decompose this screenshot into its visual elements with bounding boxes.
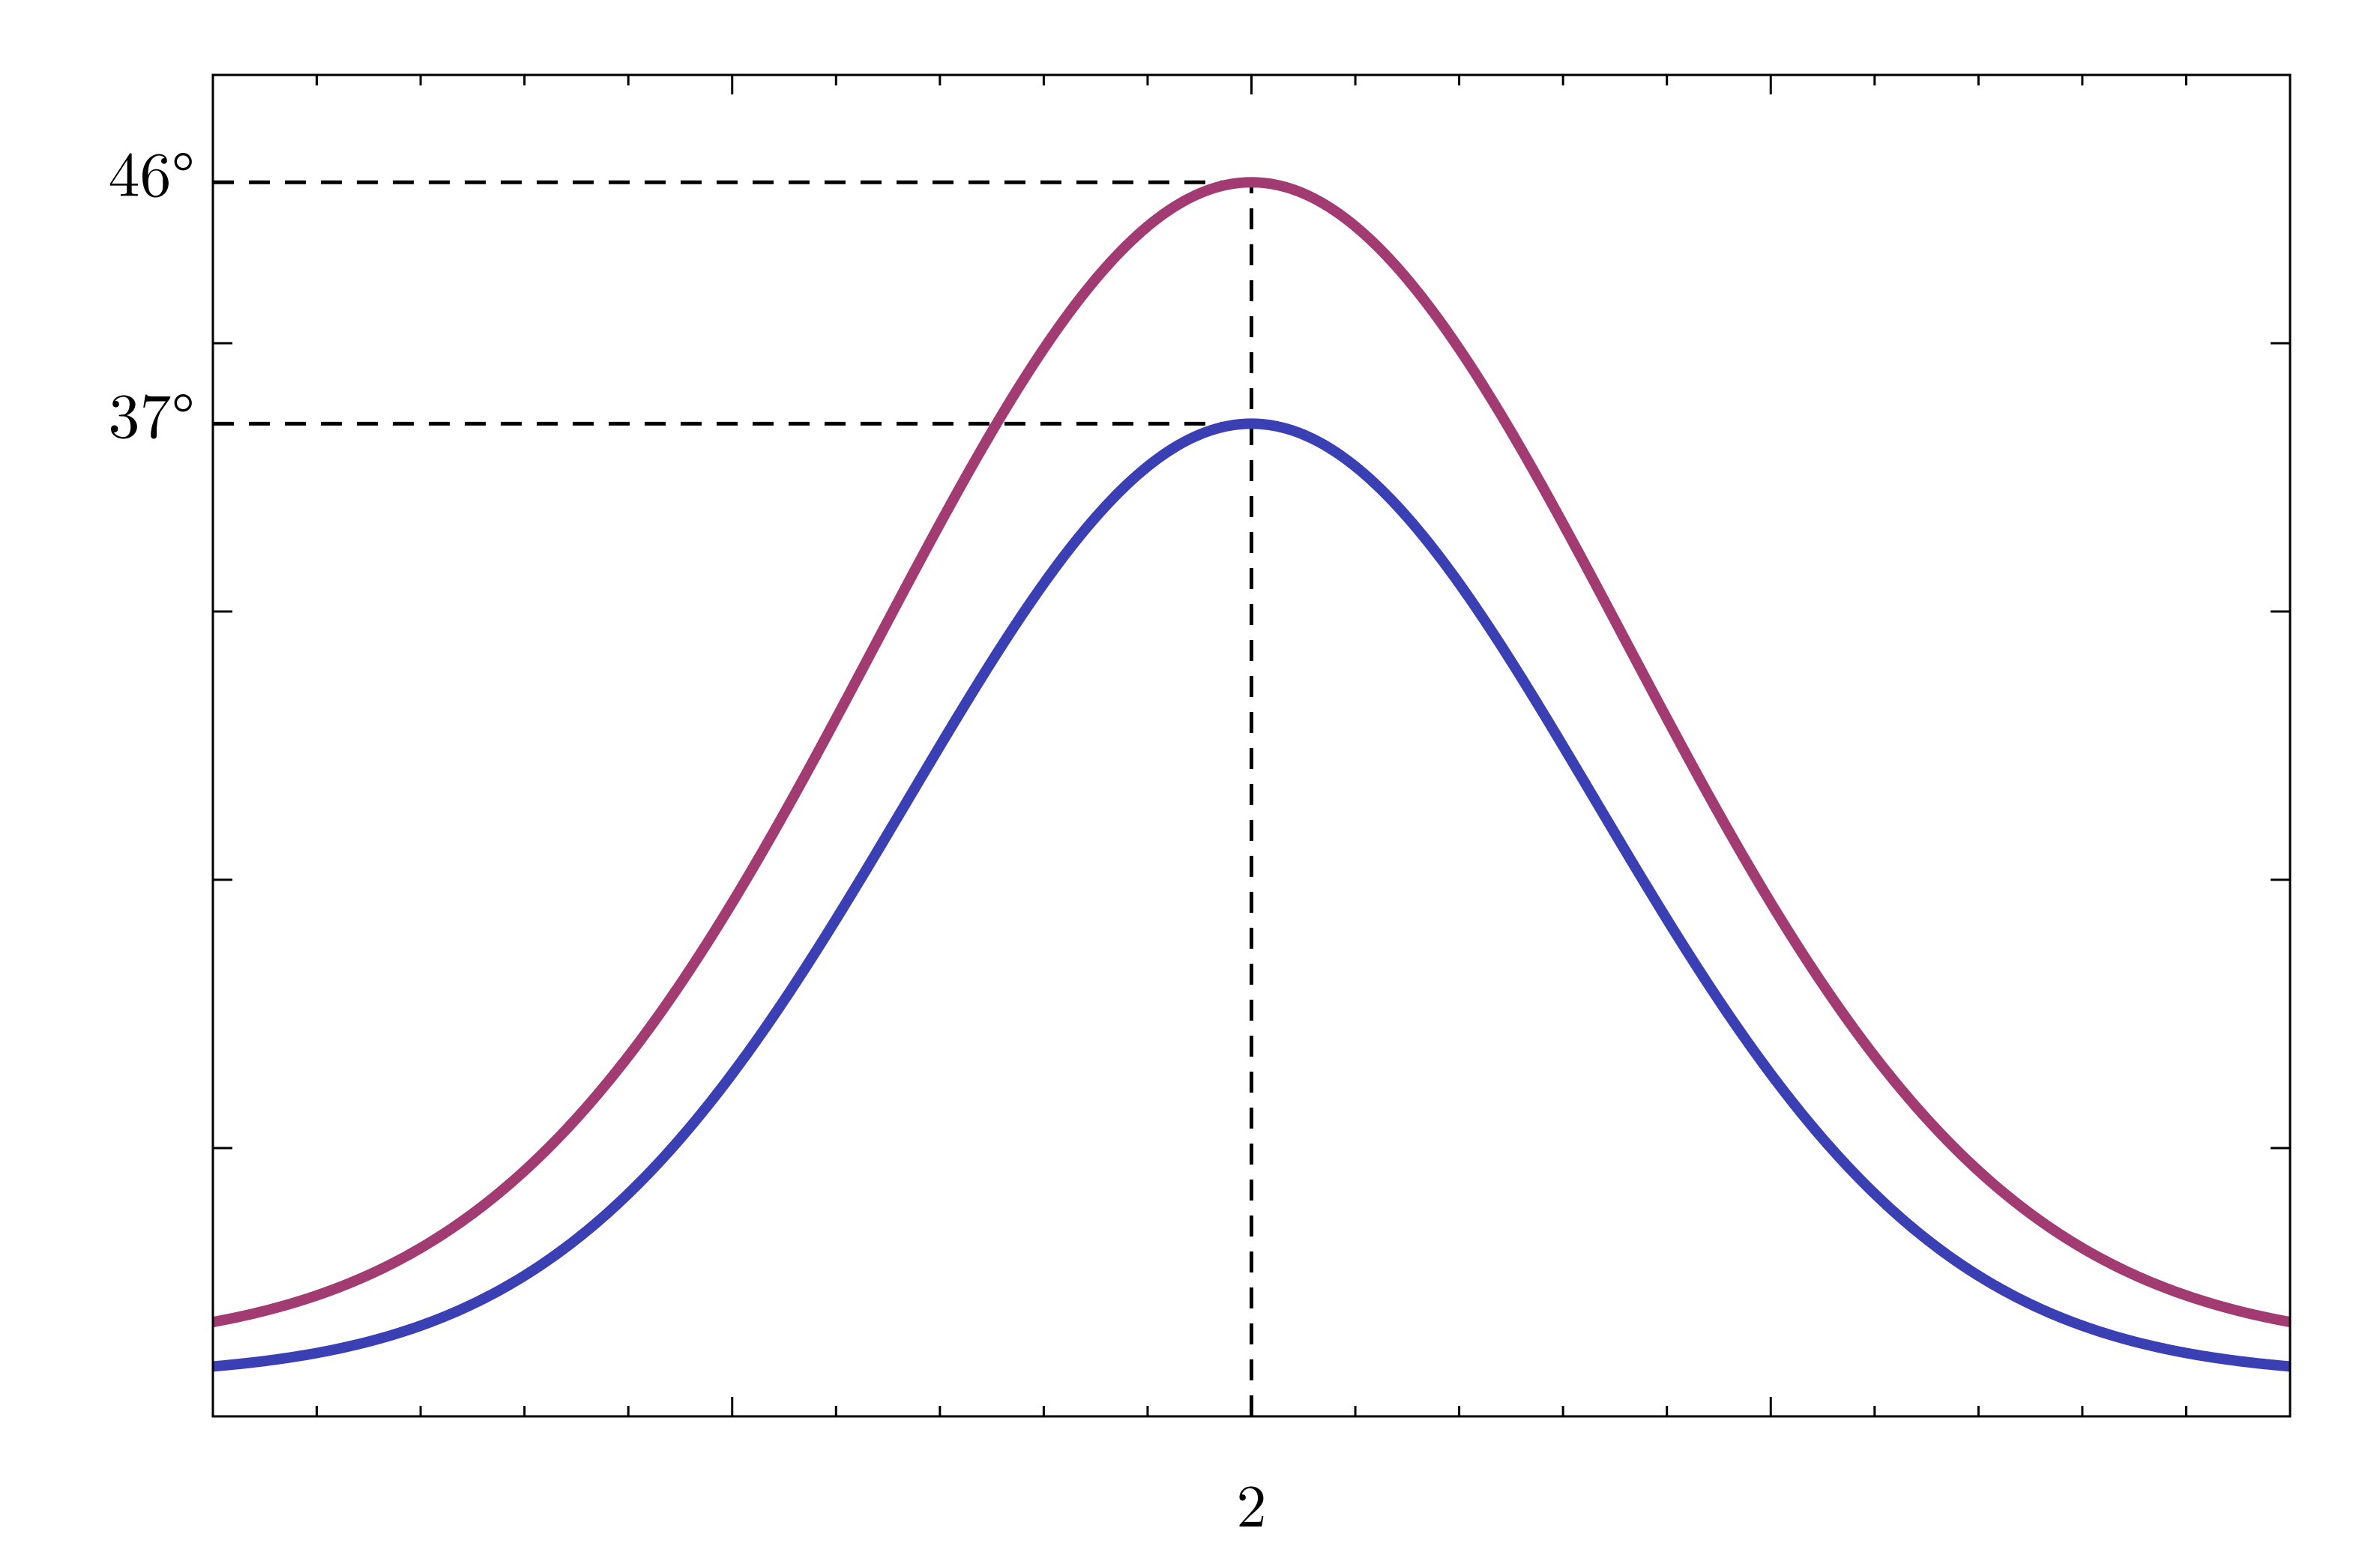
x-tick-label: 2 bbox=[1237, 1460, 1267, 1543]
y-tick-label: 37° bbox=[108, 367, 195, 456]
y-tick-label: 46° bbox=[108, 125, 195, 214]
bell-curve-plot: 2 46° 37° bbox=[0, 0, 2380, 1543]
plot-background bbox=[0, 0, 2380, 1543]
